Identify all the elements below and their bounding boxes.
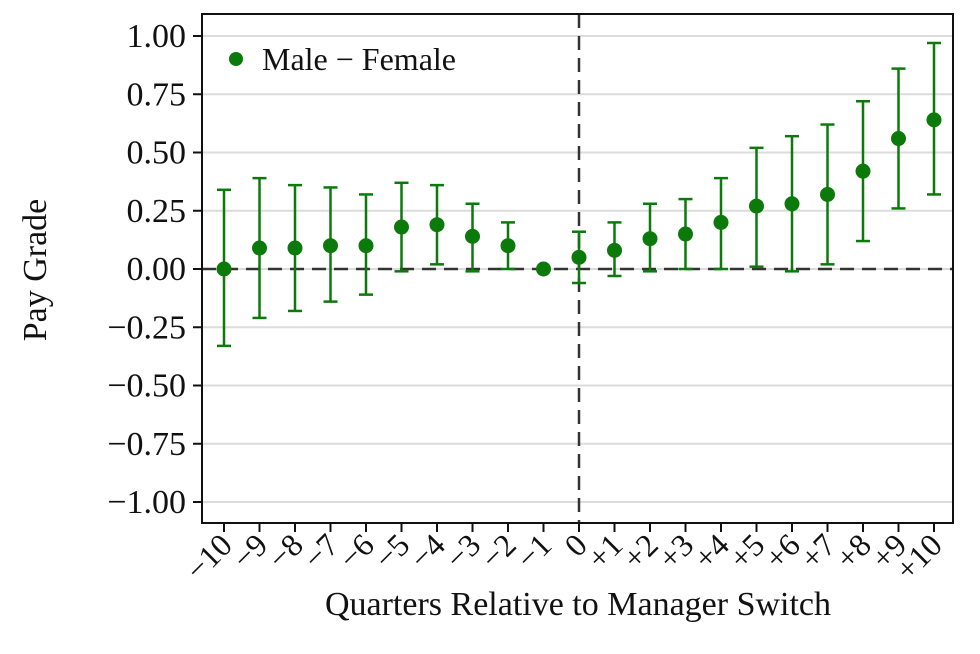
y-tick-label: 0.00 xyxy=(127,251,187,288)
data-points xyxy=(216,112,942,277)
data-point xyxy=(216,261,232,277)
data-point xyxy=(642,231,658,247)
data-point xyxy=(678,226,693,242)
y-axis-label: Pay Grade xyxy=(17,199,54,342)
data-point xyxy=(820,186,835,202)
data-point xyxy=(358,238,374,254)
y-tick-label: 0.75 xyxy=(127,76,187,113)
legend: Male − Female xyxy=(229,41,456,77)
y-tick-label: −0.50 xyxy=(107,368,186,405)
data-point xyxy=(287,240,303,256)
legend-marker xyxy=(229,52,243,66)
y-axis-ticks: 1.00 0.75 0.50 0.25 0.00 −0.25 −0.50 −0.75 −1.00 xyxy=(107,18,202,521)
data-point xyxy=(252,240,267,256)
data-point xyxy=(394,219,409,235)
data-point xyxy=(784,196,800,212)
y-tick-label: 1.00 xyxy=(127,18,187,55)
x-tick-label: −10 xyxy=(178,526,239,587)
y-tick-label: −0.75 xyxy=(107,426,186,463)
y-tick-label: −0.25 xyxy=(107,309,186,346)
y-tick-label: 0.50 xyxy=(127,135,187,172)
data-point xyxy=(855,163,871,179)
data-point xyxy=(465,228,480,244)
data-point xyxy=(536,261,551,277)
data-point xyxy=(323,238,338,254)
legend-label: Male − Female xyxy=(262,41,456,77)
data-point xyxy=(713,214,729,230)
x-tick-label: −1 xyxy=(509,526,559,576)
data-point xyxy=(429,217,445,233)
data-point xyxy=(926,112,942,128)
x-axis-label: Quarters Relative to Manager Switch xyxy=(325,586,831,623)
data-point xyxy=(500,238,516,254)
x-axis-ticks: −10−9−8−7−6−5−4−3−2−10+1+2+3+4+5+6+7+8+9… xyxy=(178,523,949,587)
data-point xyxy=(571,249,587,265)
data-point xyxy=(891,131,906,147)
y-tick-label: 0.25 xyxy=(127,193,187,230)
data-point xyxy=(607,242,622,258)
x-tick-label: +10 xyxy=(888,526,949,587)
y-tick-label: −1.00 xyxy=(107,484,186,521)
data-point xyxy=(749,198,764,214)
